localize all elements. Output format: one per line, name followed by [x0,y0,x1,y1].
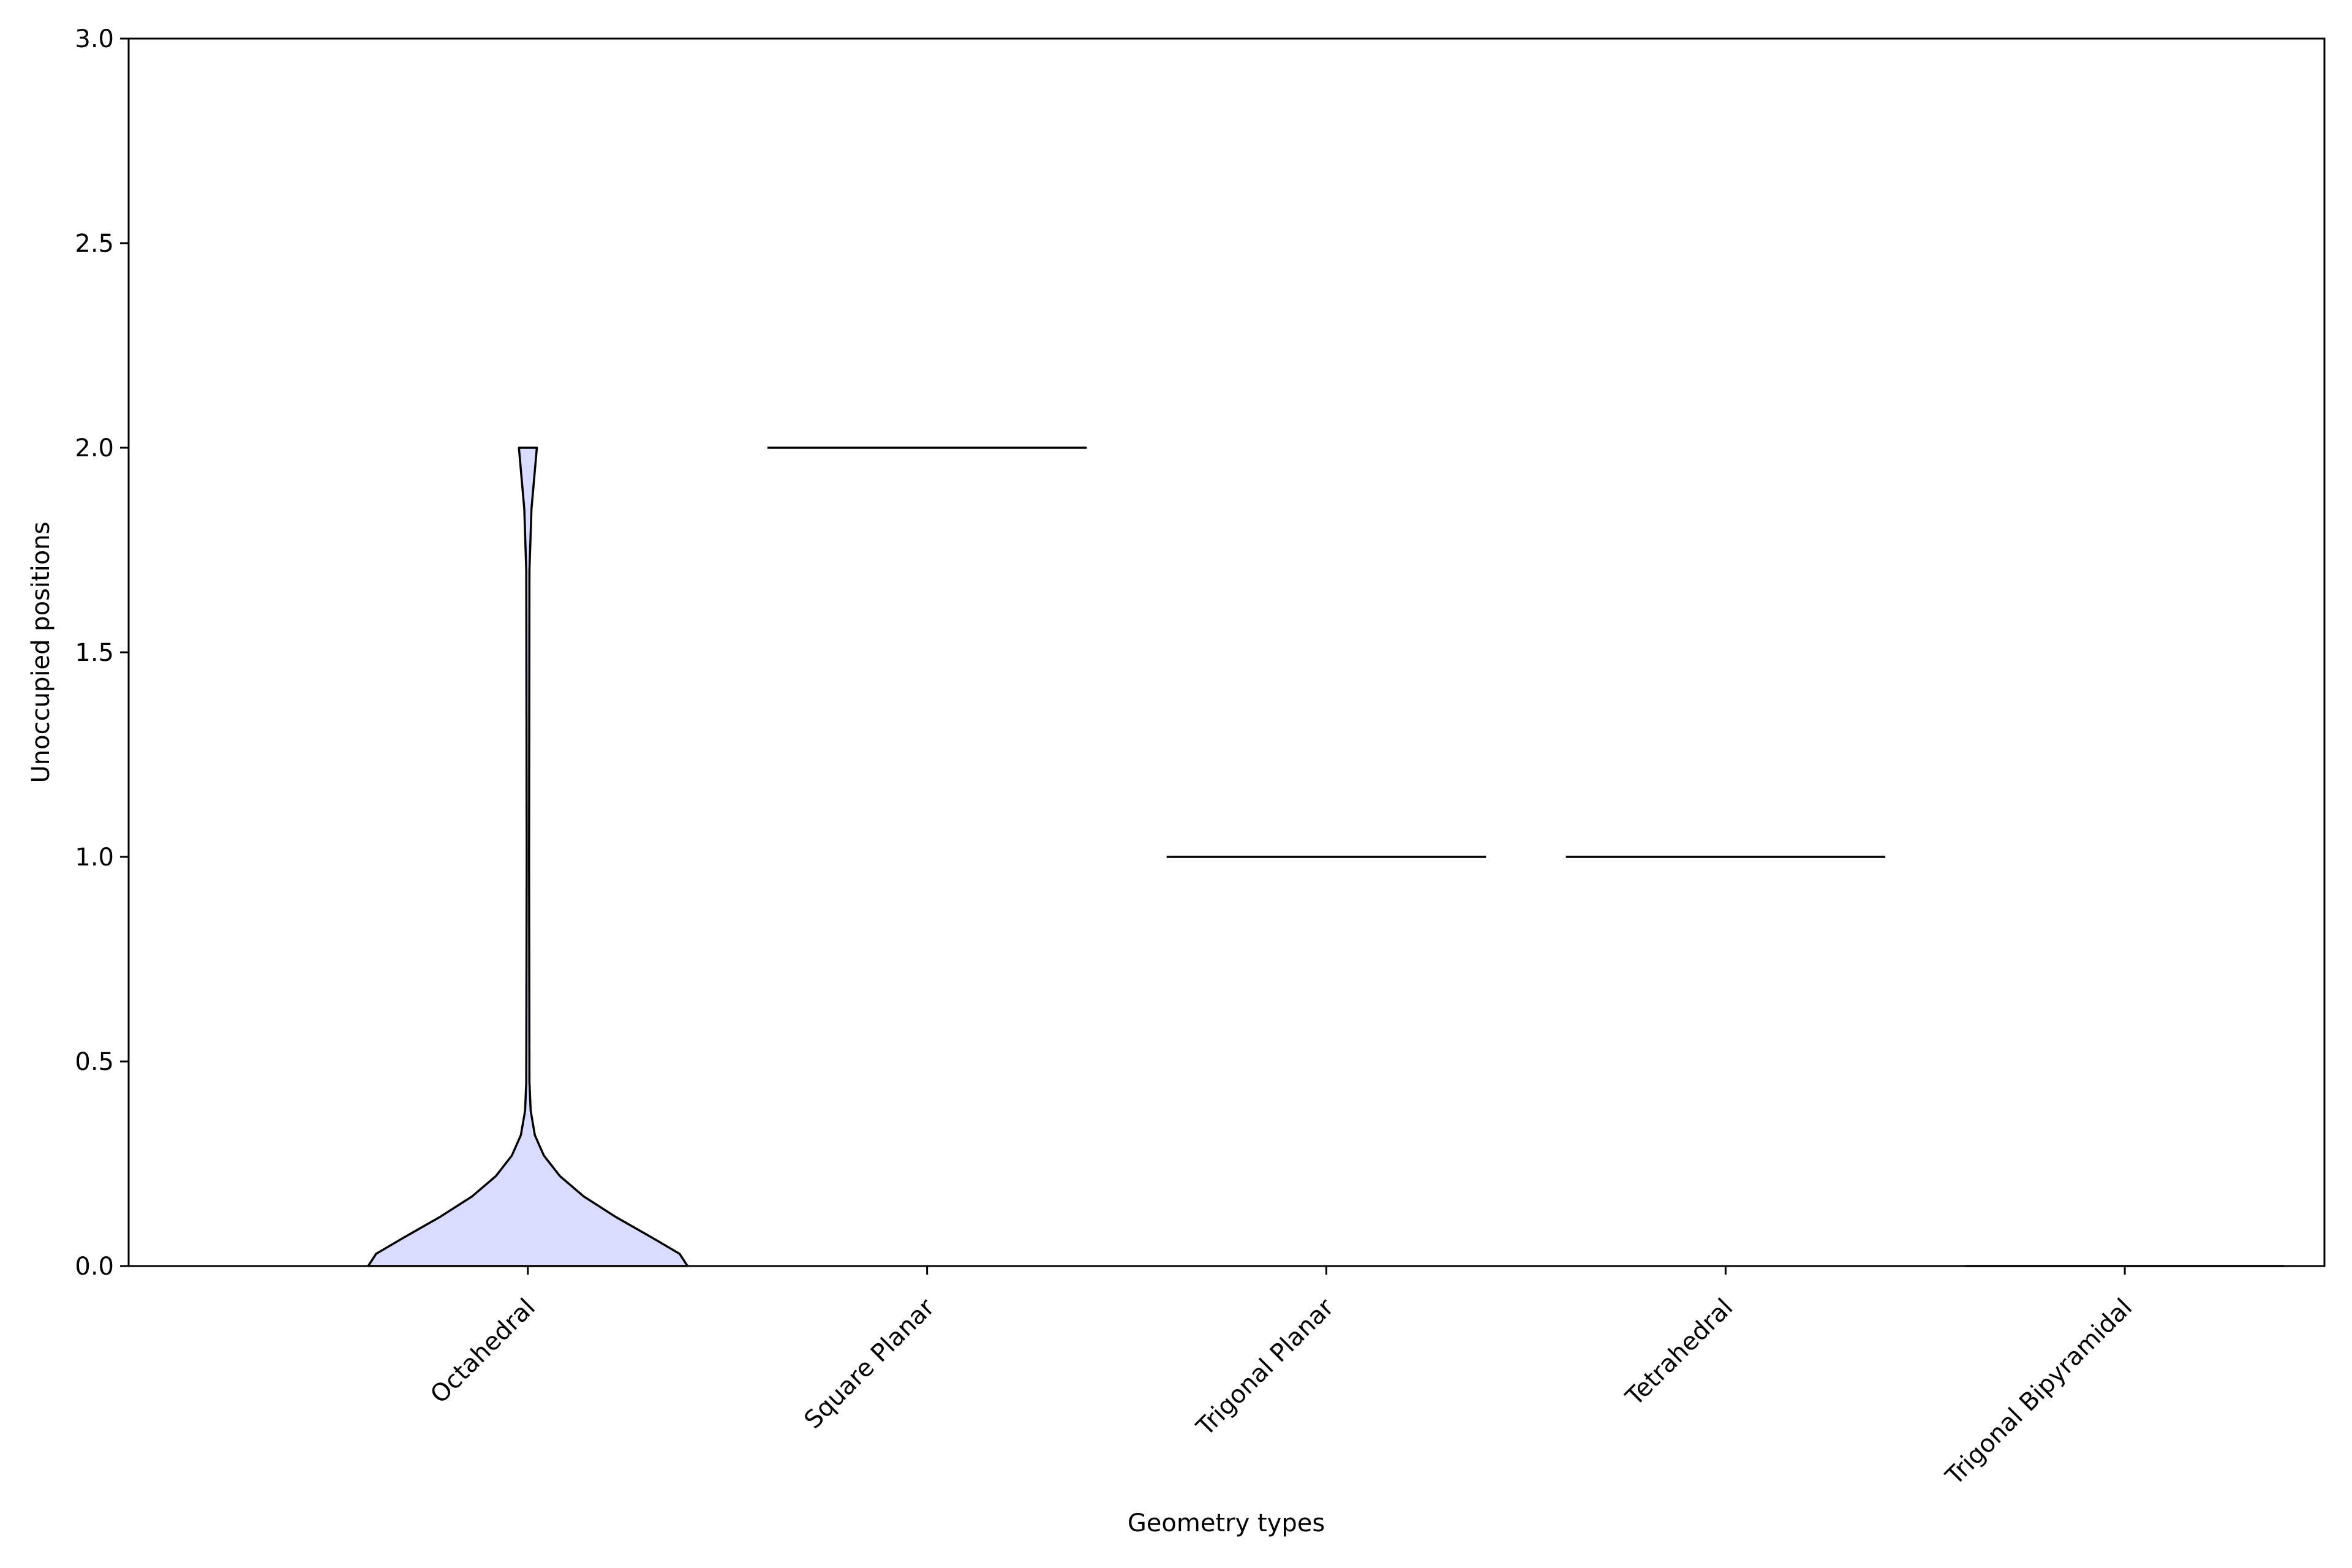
x-tick-label: Square Planar [799,1293,940,1434]
x-tick-label: Tetrahedral [1620,1294,1738,1412]
violin-octahedral [367,447,689,1267]
y-axis-label: Unoccupied positions [27,522,55,783]
y-tick-label: 1.0 [75,843,114,872]
x-tick-label: Octahedral [425,1294,541,1409]
plot-background [129,39,2324,1266]
y-tick-label: 0.0 [75,1253,114,1281]
x-axis-label: Geometry types [1128,1509,1325,1537]
y-tick-label: 2.5 [75,230,114,258]
y-tick-label: 0.5 [75,1048,114,1076]
y-tick-label: 1.5 [75,639,114,667]
y-tick-label: 2.0 [75,434,114,462]
y-tick-label: 3.0 [75,25,114,53]
x-axis-ticks: Octahedral Square Planar Trigonal Planar Te… [425,1266,2138,1491]
x-tick-label: Trigonal Planar [1191,1293,1340,1442]
y-axis-ticks: 0.0 0.5 1.0 1.5 2.0 2.5 3.0 [75,25,129,1281]
x-tick-label: Trigonal Bipyramidal [1940,1294,2138,1491]
